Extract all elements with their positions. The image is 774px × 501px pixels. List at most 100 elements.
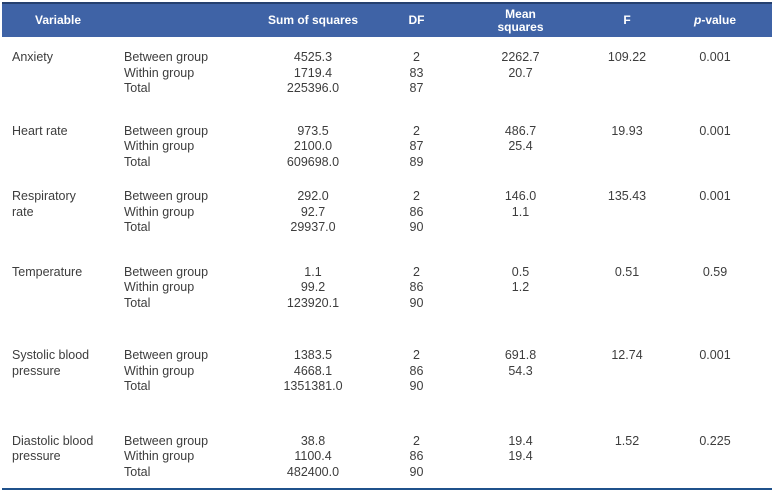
mean-squares-values: 486.7 25.4: [445, 124, 596, 190]
ss-between: 292.0: [297, 189, 329, 203]
ms-between: 486.7: [504, 123, 537, 138]
header-df: DF: [388, 2, 445, 37]
ms-between: 691.8: [504, 348, 537, 362]
label-between-group: Between group: [124, 50, 209, 64]
source-labels: Between group Within group Total: [114, 434, 238, 490]
header-p-rest: -value: [701, 13, 737, 27]
ss-total: 123920.1: [286, 295, 340, 310]
df-within: 86: [409, 363, 424, 378]
df-total: 89: [409, 154, 424, 169]
p-value: 0.001: [699, 348, 731, 362]
f-value: 135.43: [607, 189, 647, 203]
table-row: Diastolic blood pressure Between group W…: [2, 434, 772, 490]
df-within: 86: [409, 449, 424, 463]
source-labels: Between group Within group Total: [114, 348, 238, 434]
sum-of-squares-values: 38.8 1100.4 482400.0: [238, 434, 388, 490]
source-labels: Between group Within group Total: [114, 265, 238, 349]
df-within: 86: [409, 204, 424, 219]
table-row: Respiratory rate Between group Within gr…: [2, 189, 772, 265]
ms-within: 19.4: [508, 449, 533, 463]
ss-total: 609698.0: [286, 154, 340, 169]
label-total: Total: [124, 464, 151, 479]
header-mean-squares: Mean squares: [445, 2, 596, 37]
p-value: 0.001: [699, 123, 731, 138]
mean-squares-values: 146.0 1.1: [445, 189, 596, 265]
label-within-group: Within group: [124, 449, 195, 463]
table-header: Variable Sum of squares DF Mean squares …: [2, 2, 772, 37]
ms-between: 2262.7: [501, 50, 540, 64]
f-value: 19.93: [611, 123, 643, 138]
df-values: 2 86 90: [388, 434, 445, 490]
header-p-value: p-value: [658, 2, 772, 37]
f-value: 1.52: [614, 433, 640, 448]
df-between: 2: [413, 433, 420, 448]
header-sum-of-squares: Sum of squares: [238, 2, 388, 37]
variable-name: Anxiety: [12, 50, 53, 64]
mean-squares-values: 19.4 19.4: [445, 434, 596, 490]
p-value: 0.001: [699, 189, 731, 203]
label-between-group: Between group: [124, 433, 209, 448]
df-between: 2: [413, 50, 420, 64]
table-row: Temperature Between group Within group T…: [2, 265, 772, 349]
sum-of-squares-values: 1.1 99.2 123920.1: [238, 265, 388, 349]
ss-total: 482400.0: [286, 464, 340, 479]
table-row: Systolic blood pressure Between group Wi…: [2, 348, 772, 434]
table-row: Heart rate Between group Within group To…: [2, 124, 772, 190]
ss-total: 29937.0: [290, 220, 336, 234]
df-between: 2: [413, 348, 420, 362]
label-between-group: Between group: [124, 189, 209, 203]
ss-within: 2100.0: [293, 139, 333, 153]
label-total: Total: [124, 379, 151, 393]
variable-name: Temperature: [12, 264, 83, 279]
ms-within: 20.7: [508, 65, 533, 80]
df-between: 2: [413, 189, 420, 203]
ss-between: 1383.5: [293, 348, 333, 362]
df-total: 90: [409, 464, 424, 479]
header-f: F: [596, 2, 658, 37]
ms-within: 1.1: [511, 204, 530, 219]
source-labels: Between group Within group Total: [114, 189, 238, 265]
sum-of-squares-values: 292.0 92.7 29937.0: [238, 189, 388, 265]
ms-between: 19.4: [508, 433, 533, 448]
df-values: 2 86 90: [388, 189, 445, 265]
table-row: Anxiety Between group Within group Total…: [2, 37, 772, 124]
df-values: 2 87 89: [388, 124, 445, 190]
header-spacer: [114, 2, 238, 37]
ss-total: 1351381.0: [283, 379, 343, 393]
df-total: 87: [409, 81, 424, 95]
source-labels: Between group Within group Total: [114, 124, 238, 190]
df-between: 2: [413, 264, 420, 279]
sum-of-squares-values: 1383.5 4668.1 1351381.0: [238, 348, 388, 434]
label-between-group: Between group: [124, 348, 209, 362]
label-within-group: Within group: [124, 204, 195, 219]
ss-within: 99.2: [300, 280, 326, 294]
df-values: 2 86 90: [388, 348, 445, 434]
label-total: Total: [124, 154, 151, 169]
ss-between: 38.8: [300, 433, 326, 448]
label-total: Total: [124, 81, 151, 95]
ss-within: 1100.4: [294, 449, 332, 463]
ms-within: 54.3: [508, 363, 533, 378]
ss-between: 4525.3: [293, 50, 333, 64]
variable-name: Respiratory rate: [12, 189, 76, 219]
label-between-group: Between group: [124, 123, 209, 138]
p-value: 0.001: [699, 50, 731, 64]
header-p-italic: p: [693, 13, 702, 27]
df-between: 2: [413, 123, 420, 138]
label-within-group: Within group: [124, 65, 195, 80]
p-value: 0.225: [699, 433, 731, 448]
mean-squares-values: 2262.7 20.7: [445, 37, 596, 124]
label-between-group: Between group: [124, 264, 209, 279]
sum-of-squares-values: 973.5 2100.0 609698.0: [238, 124, 388, 190]
f-value: 0.51: [614, 264, 640, 279]
f-value: 12.74: [611, 348, 643, 362]
header-variable: Variable: [2, 2, 114, 37]
ss-between: 1.1: [304, 264, 322, 279]
df-within: 83: [409, 65, 424, 80]
p-value: 0.59: [702, 264, 728, 279]
df-values: 2 86 90: [388, 265, 445, 349]
df-within: 86: [409, 280, 424, 294]
ss-total: 225396.0: [286, 81, 340, 95]
table-body: Anxiety Between group Within group Total…: [2, 37, 772, 489]
label-within-group: Within group: [124, 363, 195, 378]
